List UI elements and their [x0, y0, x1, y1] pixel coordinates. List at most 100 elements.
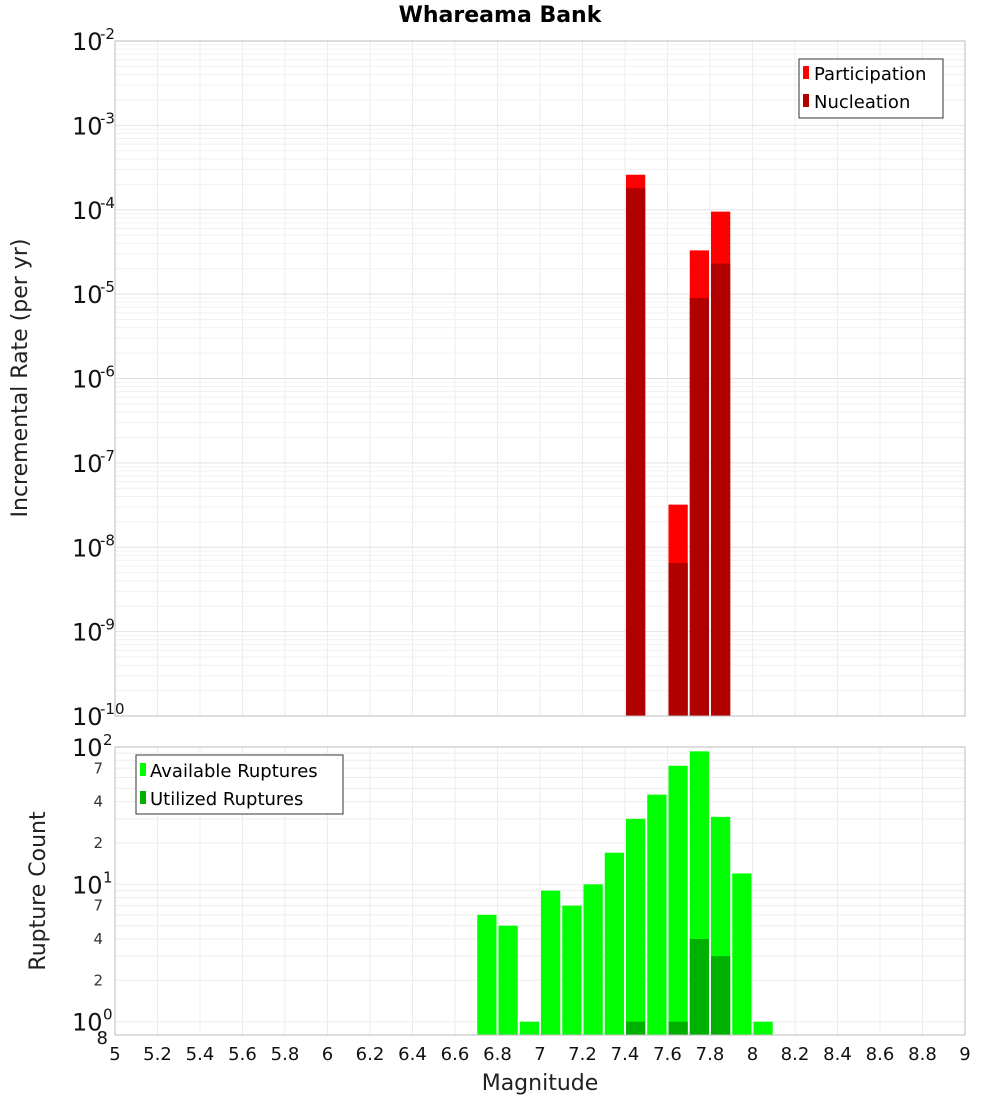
- x-tick-label: 5.2: [143, 1044, 172, 1065]
- x-tick-label: 8: [747, 1044, 758, 1065]
- x-tick-label: 8.6: [866, 1044, 895, 1065]
- legend-utilized-label: Utilized Ruptures: [150, 789, 303, 810]
- rate-legend: Participation Nucleation: [798, 58, 944, 119]
- chart-title: Whareama Bank: [399, 3, 603, 28]
- x-tick-label: 7.2: [568, 1044, 597, 1065]
- rate-plot-border: [114, 40, 966, 717]
- count-bars: [477, 751, 773, 1035]
- rate-y-tick-base: 10: [72, 366, 103, 394]
- available-ruptures-bar: [498, 925, 518, 1035]
- rate-y-tick-exponent: -10: [100, 700, 125, 718]
- x-tick-label: 5.8: [271, 1044, 300, 1065]
- rate-y-tick-exponent: -5: [100, 278, 115, 296]
- count-y-tick-minor: 2: [93, 834, 103, 852]
- available-ruptures-bar: [519, 1021, 539, 1035]
- x-tick-label: 7.6: [653, 1044, 682, 1065]
- available-ruptures-bar: [753, 1021, 773, 1035]
- x-tick-label: 5: [109, 1044, 120, 1065]
- x-tick-label: 6.8: [483, 1044, 512, 1065]
- count-y-tick-minor: 7: [93, 759, 103, 777]
- count-y-tick-exponent: 1: [103, 868, 113, 886]
- rate-y-tick-base: 10: [72, 450, 103, 478]
- rate-y-ticks: 10-210-310-410-510-610-710-810-910-10: [72, 25, 125, 731]
- rate-y-tick-base: 10: [72, 703, 103, 731]
- legend-nucleation-label: Nucleation: [814, 92, 910, 113]
- available-ruptures-bar: [732, 873, 752, 1035]
- count-legend-box: [135, 754, 344, 815]
- utilized-ruptures-bar: [668, 1021, 688, 1035]
- count-y-tick-minor: 4: [93, 793, 103, 811]
- rate-y-tick-exponent: -6: [100, 363, 115, 381]
- count-plot-border: [114, 746, 966, 1036]
- count-y-tick-minor: 4: [93, 930, 103, 948]
- rate-y-tick-exponent: -9: [100, 616, 115, 634]
- rate-y-tick-base: 10: [72, 197, 103, 225]
- utilized-ruptures-bar: [689, 939, 709, 1035]
- rate-y-axis-label: Incremental Rate (per yr): [8, 239, 33, 518]
- count-y-tick-exponent: 2: [103, 731, 113, 749]
- count-y-axis-label: Rupture Count: [26, 811, 51, 971]
- rate-y-tick-base: 10: [72, 112, 103, 140]
- rate-y-tick-base: 10: [72, 28, 103, 56]
- x-tick-label: 6.4: [398, 1044, 427, 1065]
- count-y-tick-exponent: 0: [103, 1006, 113, 1024]
- rate-y-tick-exponent: -8: [100, 531, 115, 549]
- x-tick-label: 7.8: [696, 1044, 725, 1065]
- x-ticks: 5 5.2 5.4 5.6 5.8 6 6.2 6.4 6.6 6.8 7 7.2 7.4 7.6 7.8 8…: [109, 1044, 970, 1065]
- x-tick-label: 8.8: [908, 1044, 937, 1065]
- count-legend: Available Ruptures Utilized Ruptures: [135, 754, 344, 815]
- count-y-tick-base: 10: [72, 1009, 103, 1037]
- available-ruptures-bar: [541, 890, 561, 1035]
- x-tick-label: 7: [534, 1044, 545, 1065]
- rate-y-tick-exponent: -7: [100, 447, 115, 465]
- x-tick-label: 8.4: [823, 1044, 852, 1065]
- x-tick-label: 8.2: [781, 1044, 810, 1065]
- count-y-tick-minor: 2: [93, 971, 103, 989]
- rate-panel: 10-210-310-410-510-610-710-810-910-10 In…: [8, 25, 966, 731]
- nucleation-bar: [689, 297, 709, 716]
- x-tick-label: 5.4: [186, 1044, 215, 1065]
- utilized-ruptures-bar: [711, 956, 731, 1035]
- legend-available-label: Available Ruptures: [150, 761, 318, 782]
- count-grid: [114, 746, 966, 1035]
- x-tick-label: 6.6: [441, 1044, 470, 1065]
- count-y-tick-minor: 7: [93, 897, 103, 915]
- legend-utilized-swatch: [140, 791, 146, 804]
- count-y-tick-base: 10: [72, 734, 103, 762]
- x-tick-label: 6.2: [356, 1044, 385, 1065]
- rate-y-tick-exponent: -3: [100, 109, 115, 127]
- count-y-tick-base: 10: [72, 871, 103, 899]
- nucleation-bar: [626, 188, 646, 717]
- legend-available-swatch: [140, 763, 146, 776]
- legend-participation-swatch: [803, 66, 809, 79]
- rate-y-tick-exponent: -2: [100, 25, 115, 43]
- rate-y-tick-base: 10: [72, 619, 103, 647]
- rate-bars: [626, 174, 731, 717]
- x-tick-label: 5.6: [228, 1044, 257, 1065]
- x-axis-label: Magnitude: [482, 1071, 599, 1096]
- count-y-tick-bottom: 8: [97, 1028, 108, 1049]
- x-tick-label: 9: [959, 1044, 970, 1065]
- rate-y-tick-exponent: -4: [100, 194, 115, 212]
- x-tick-label: 7.4: [611, 1044, 640, 1065]
- nucleation-bar: [668, 563, 688, 716]
- available-ruptures-bar: [604, 852, 624, 1035]
- available-ruptures-bar: [562, 905, 582, 1035]
- available-ruptures-bar: [477, 914, 497, 1035]
- available-ruptures-bar: [647, 794, 667, 1035]
- legend-nucleation-swatch: [803, 94, 809, 107]
- x-tick-label: 6: [322, 1044, 333, 1065]
- available-ruptures-bar: [668, 765, 688, 1035]
- rate-grid: [114, 41, 966, 717]
- nucleation-bar: [711, 263, 731, 716]
- legend-participation-label: Participation: [814, 64, 926, 85]
- available-ruptures-bar: [626, 818, 646, 1035]
- available-ruptures-bar: [583, 884, 603, 1035]
- utilized-ruptures-bar: [626, 1021, 646, 1035]
- rate-y-tick-base: 10: [72, 534, 103, 562]
- rate-legend-box: [798, 58, 944, 119]
- rate-y-tick-base: 10: [72, 281, 103, 309]
